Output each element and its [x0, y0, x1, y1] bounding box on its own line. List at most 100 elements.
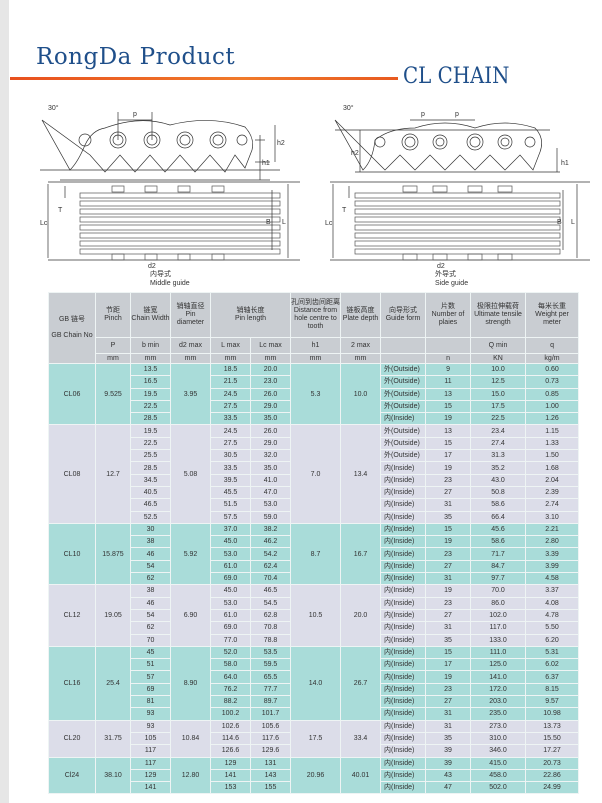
guide-form: 外(Outside) [380, 375, 427, 389]
weight-per-meter: 4.58 [525, 572, 580, 586]
tensile-strength: 125.0 [470, 658, 527, 672]
tensile-strength: 17.5 [470, 399, 527, 414]
sym-w: q [525, 337, 580, 354]
pitch: 31.75 [95, 719, 131, 758]
guide-form: 内(Inside) [380, 670, 427, 684]
pin-length-Lc: 35.0 [249, 412, 292, 426]
tensile-strength: 346.0 [470, 744, 527, 758]
table-row: 129 141 143 内(Inside) 43 458.0 22.86 [49, 768, 580, 783]
pin-length-Lc: 35.0 [249, 461, 292, 475]
guide-form: 内(Inside) [380, 485, 427, 500]
sym-Lc: Lc max [249, 337, 292, 354]
col-number-plates: 片数 Number of plaies [425, 292, 472, 338]
h1-label: h1 [561, 160, 569, 167]
pin-length-Lc: 53.5 [249, 645, 292, 660]
pin-diameter: 10.84 [170, 719, 211, 758]
plate-count: 9 [425, 362, 472, 377]
table-row: 62 69.0 70.8 内(Inside) 31 117.0 5.50 [49, 621, 580, 635]
table-row: 51 58.0 59.5 内(Inside) 17 125.0 6.02 [49, 658, 580, 672]
chain-width: 62 [130, 572, 171, 586]
pin-diameter: 8.90 [170, 645, 211, 721]
guide-form: 外(Outside) [380, 424, 427, 438]
col-tensile-strength: 极限拉伸载荷 Ultimate tensile strength [470, 292, 527, 338]
unit: mm [290, 353, 342, 364]
plate-count: 27 [425, 485, 472, 500]
side-guide-caption: 外导式 Side guide [435, 270, 468, 288]
pin-length-Lc: 62.8 [249, 608, 292, 623]
tensile-strength: 273.0 [470, 719, 527, 733]
chain-no: CL10 [48, 522, 96, 586]
plate-count: 17 [425, 658, 472, 672]
plate-count: 27 [425, 695, 472, 709]
col-pin-length: 销轴长度 Pin length [209, 292, 292, 338]
plate-count: 35 [425, 633, 472, 647]
weight-per-meter: 2.80 [525, 535, 580, 549]
plate-depth: 16.7 [340, 522, 382, 586]
table-row: CL16 25.4 45 8.90 52.0 53.5 14.0 26.7 内(Inside) 1… [48, 645, 580, 721]
plate-depth: 13.4 [340, 424, 382, 524]
col-distance: 孔间到齿间距离 Distance from hole centre to toot… [290, 292, 342, 338]
guide-form: 内(Inside) [380, 768, 427, 783]
col-pin-diameter: 销轴直径 Pin diameter [170, 292, 211, 338]
pin-length-L: 58.0 [210, 658, 251, 672]
h2-label: h2 [351, 150, 359, 157]
pin-length-L: 24.5 [210, 387, 251, 401]
weight-per-meter: 0.60 [525, 362, 580, 377]
chain-width: 34.5 [130, 473, 171, 487]
pitch: 12.7 [95, 424, 131, 524]
sym-pin: d2 max [170, 337, 211, 354]
pin-length-Lc: 20.0 [249, 362, 292, 377]
table-row: CL08 12.7 19.5 5.08 24.5 26.0 7.0 13.4 外(Outside… [48, 424, 580, 524]
pin-length-L: 126.6 [210, 744, 251, 758]
middle-guide-caption: 内导式 Middle guide [150, 270, 190, 288]
lc-label: Lc [325, 220, 333, 227]
tensile-strength: 58.6 [470, 498, 527, 512]
weight-per-meter: 1.00 [525, 399, 580, 414]
side-guide-diagram: 30° p p h2 h1 Lc T B L d2 [325, 104, 590, 270]
table-row: 105 114.6 117.6 内(Inside) 35 310.0 15.50 [49, 731, 580, 746]
sym-width: b min [130, 337, 171, 354]
chain-width: 57 [130, 670, 171, 684]
plate-count: 35 [425, 510, 472, 524]
plate-count: 23 [425, 547, 472, 561]
weight-per-meter: 5.31 [525, 645, 580, 660]
table-row: 141 153 155 内(Inside) 47 502.0 24.99 [49, 781, 580, 795]
plate-count: 19 [425, 535, 472, 549]
unit: KN [470, 353, 527, 364]
weight-per-meter: 3.99 [525, 559, 580, 574]
b-label: B [557, 219, 562, 226]
pin-length-L: 69.0 [210, 572, 251, 586]
weight-per-meter: 8.15 [525, 682, 580, 697]
guide-form: 外(Outside) [380, 449, 427, 463]
weight-per-meter: 2.04 [525, 473, 580, 487]
pin-length-Lc: 77.7 [249, 682, 292, 697]
table-row: 54 61.0 62.4 内(Inside) 27 84.7 3.99 [49, 559, 580, 574]
chain-width: 46 [130, 596, 171, 610]
pitch: 38.10 [95, 756, 131, 795]
tensile-strength: 172.0 [470, 682, 527, 697]
guide-form: 内(Inside) [380, 559, 427, 574]
weight-per-meter: 15.50 [525, 731, 580, 746]
pin-diameter: 12.80 [170, 756, 211, 795]
hole-to-tooth: 5.3 [290, 362, 342, 426]
plate-count: 15 [425, 399, 472, 414]
pin-length-L: 33.5 [210, 412, 251, 426]
tensile-strength: 102.0 [470, 608, 527, 623]
sym-plate: 2 max [340, 337, 382, 354]
pin-diameter: 3.95 [170, 362, 211, 426]
col-chain-no: GB 链号 GB Chain No [48, 292, 96, 364]
table-row: 34.5 39.5 41.0 内(Inside) 23 43.0 2.04 [49, 473, 580, 487]
weight-per-meter: 1.26 [525, 412, 580, 426]
hole-to-tooth: 8.7 [290, 522, 342, 586]
plate-count: 43 [425, 768, 472, 783]
unit: mm [170, 353, 211, 364]
plate-count: 13 [425, 424, 472, 438]
table-row: 22.5 27.5 29.0 外(Outside) 15 17.5 1.00 [49, 399, 580, 414]
tensile-strength: 15.0 [470, 387, 527, 401]
pin-length-L: 51.5 [210, 498, 251, 512]
pin-length-L: 102.6 [210, 719, 251, 733]
unit: mm [130, 353, 171, 364]
table-row: 40.5 45.5 47.0 内(Inside) 27 50.8 2.39 [49, 485, 580, 500]
plate-count: 31 [425, 707, 472, 721]
pin-length-L: 114.6 [210, 731, 251, 746]
